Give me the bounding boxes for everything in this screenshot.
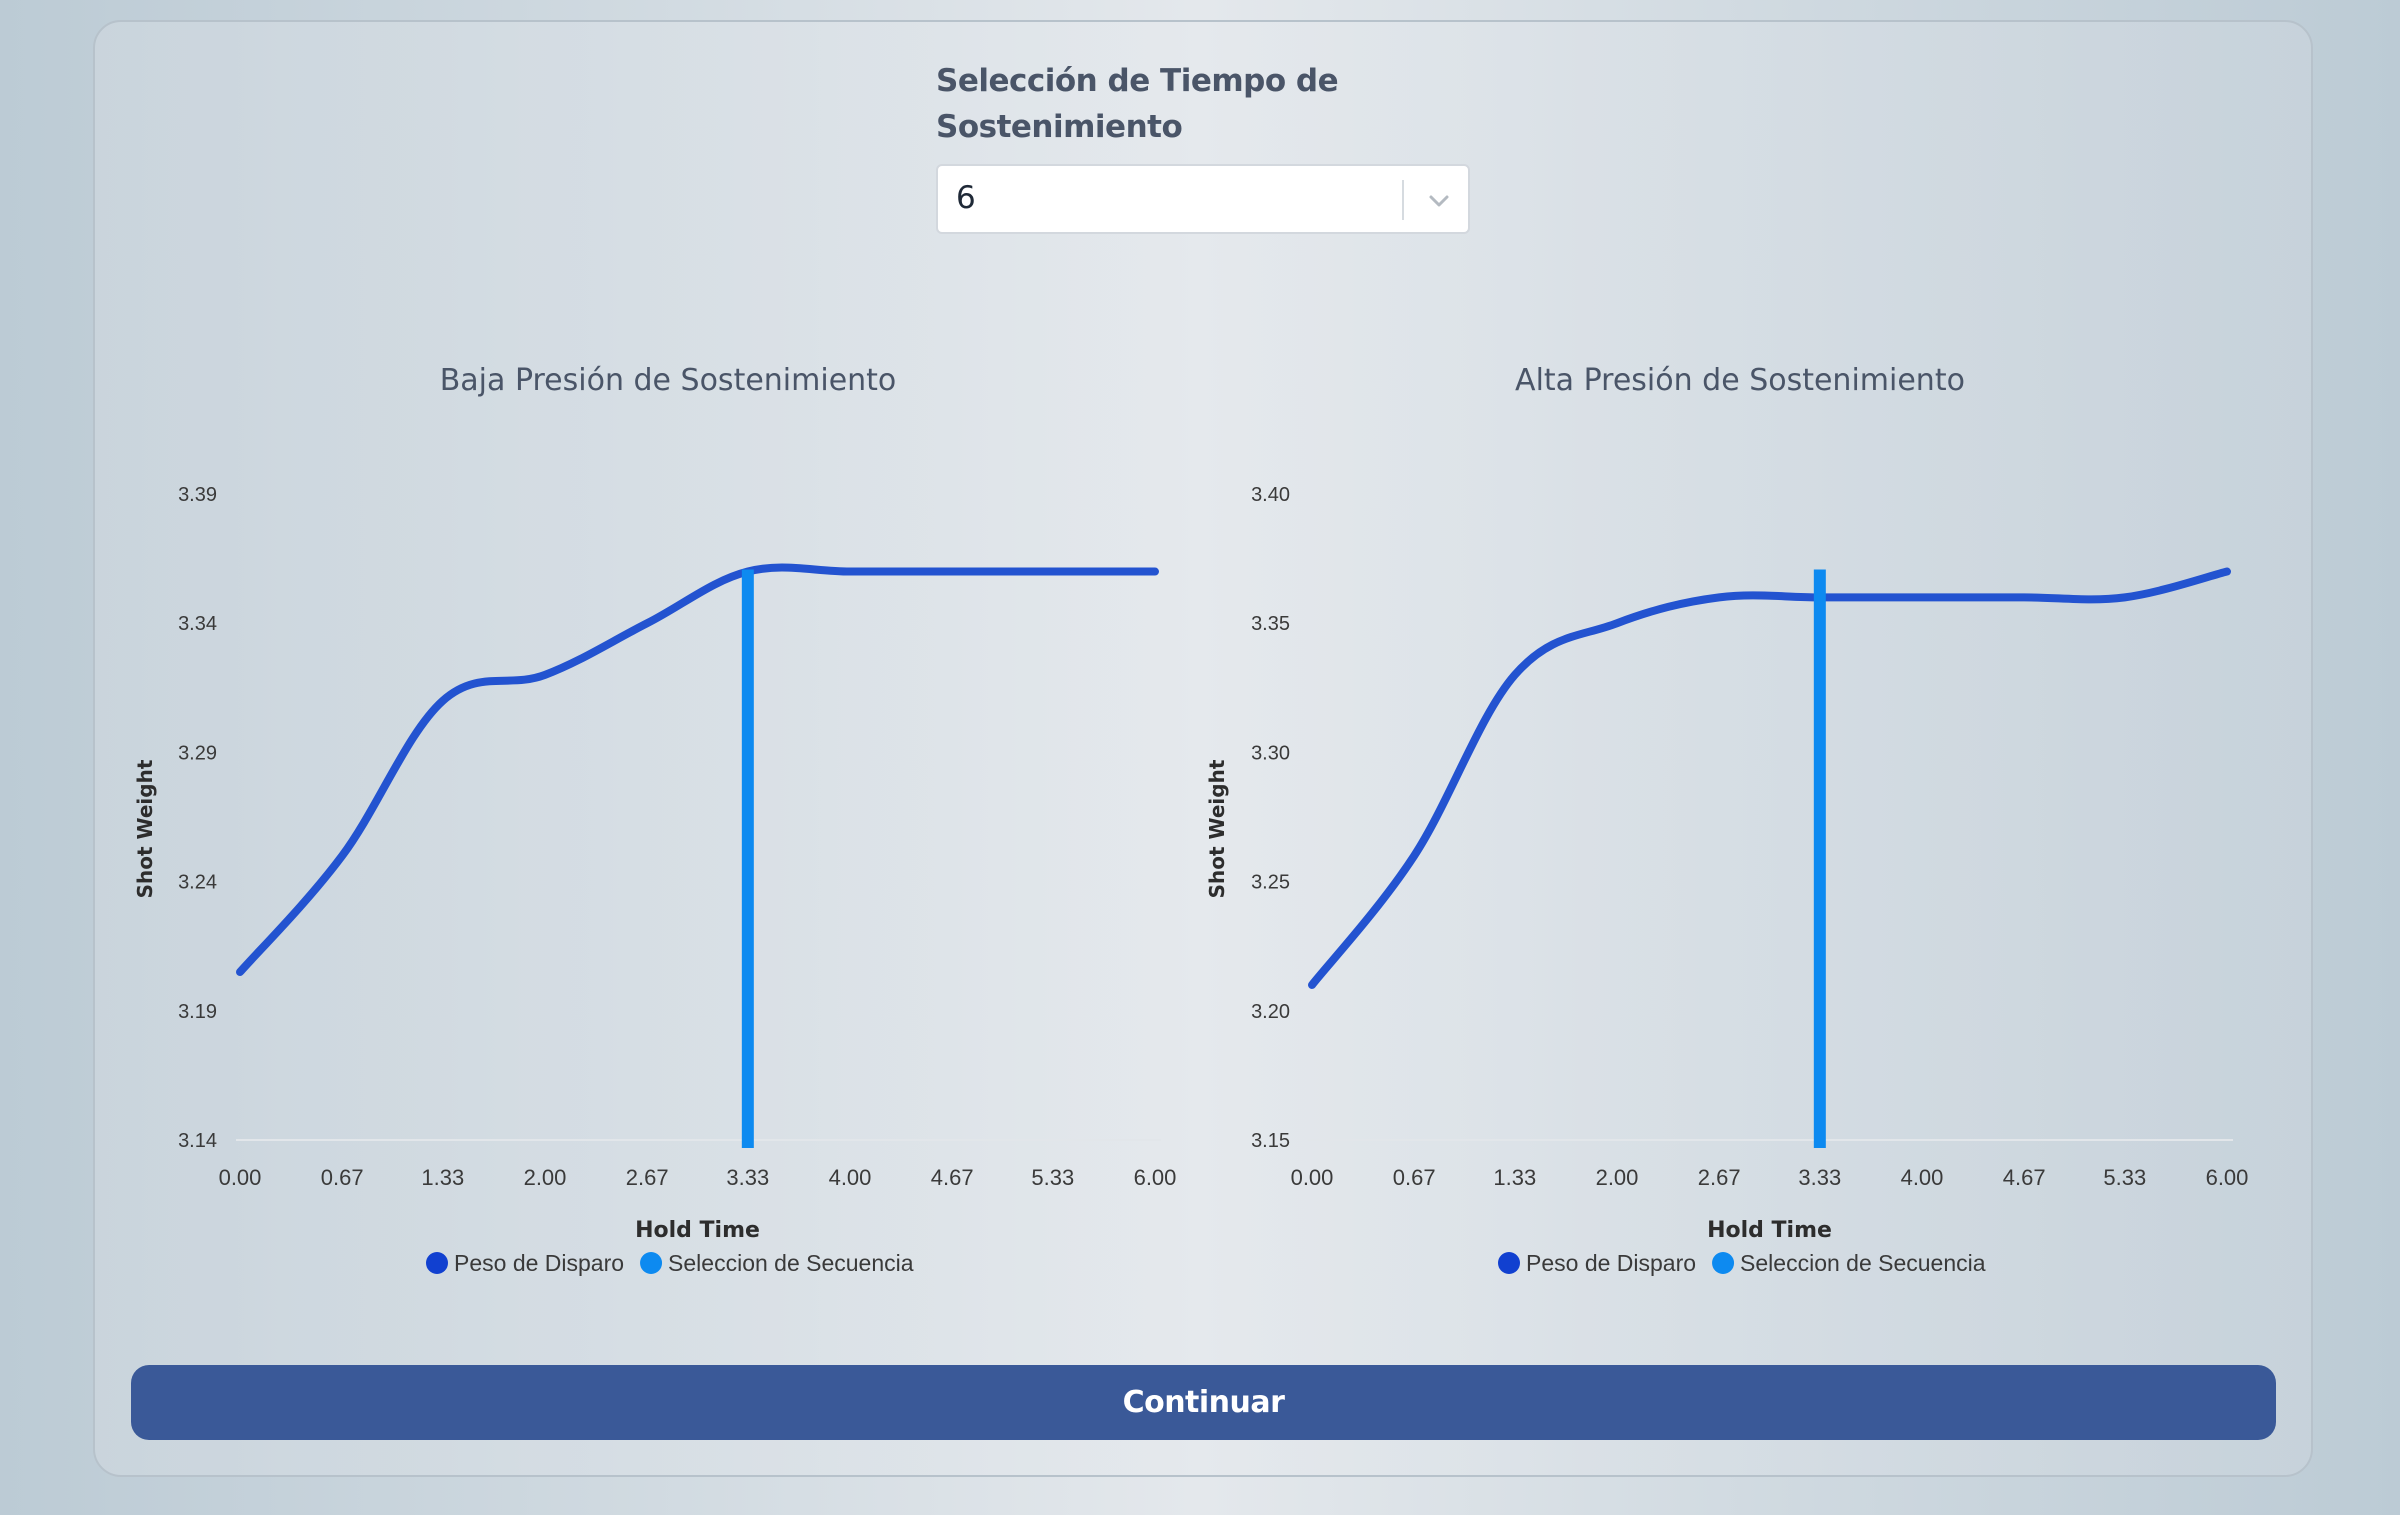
chevron-down-icon[interactable] (1422, 184, 1456, 218)
series-line-peso-de-disparo (236, 563, 1159, 977)
y-tick-label: 3.24 (178, 872, 217, 894)
y-tick-label: 3.29 (178, 742, 217, 764)
legend-item-label: Seleccion de Secuencia (668, 1250, 914, 1276)
x-axis-label: Hold Time (1707, 1218, 1832, 1243)
select-separator (1402, 180, 1404, 220)
y-tick-label: 3.35 (1251, 613, 1290, 635)
y-axis-label: Shot Weight (133, 759, 157, 898)
x-tick-label: 6.00 (2206, 1165, 2249, 1190)
charts-area: Baja Presión de Sostenimiento 3.39 3.34 3.2… (133, 363, 2249, 1276)
x-tick-label: 4.00 (1901, 1165, 1944, 1190)
x-axis-label: Hold Time (635, 1218, 760, 1243)
series-line-peso-de-disparo (1308, 567, 2231, 989)
x-tick-label: 0.67 (1393, 1165, 1436, 1190)
y-tick-label: 3.25 (1251, 872, 1290, 894)
x-tick-label: 3.33 (726, 1165, 769, 1190)
legend-marker (1498, 1252, 1520, 1274)
x-tick-label: 0.67 (321, 1165, 364, 1190)
x-tick-label: 4.00 (829, 1165, 872, 1190)
x-tick-label: 5.33 (1031, 1165, 1074, 1190)
x-tick-label: 4.67 (2003, 1165, 2046, 1190)
main-card (93, 20, 2313, 1477)
x-tick-label: 1.33 (1493, 1165, 1536, 1190)
chart-title: Alta Presión de Sostenimiento (1515, 363, 1965, 398)
continue-button[interactable]: Continuar (131, 1365, 2276, 1440)
chart-title: Baja Presión de Sostenimiento (440, 363, 897, 398)
legend-marker (1712, 1252, 1735, 1274)
hold-time-select-value: 6 (956, 180, 976, 216)
y-tick-label: 3.19 (178, 1001, 217, 1023)
y-tick-label: 3.30 (1251, 742, 1290, 764)
legend-item-label: Peso de Disparo (1526, 1250, 1696, 1276)
x-tick-label: 2.67 (626, 1165, 669, 1190)
x-tick-label: 4.67 (931, 1165, 974, 1190)
y-tick-label: 3.15 (1251, 1130, 1290, 1152)
x-tick-label: 0.00 (219, 1165, 262, 1190)
x-tick-label: 2.00 (524, 1165, 567, 1190)
x-tick-label: 3.33 (1798, 1165, 1841, 1190)
x-tick-label: 5.33 (2103, 1165, 2146, 1190)
legend-item-label: Peso de Disparo (454, 1250, 624, 1276)
y-axis-label: Shot Weight (1205, 759, 1229, 898)
legend-marker (426, 1252, 448, 1274)
y-tick-label: 3.14 (178, 1130, 217, 1152)
y-tick-label: 3.20 (1251, 1001, 1290, 1023)
x-tick-label: 2.00 (1596, 1165, 1639, 1190)
legend-marker (640, 1252, 663, 1274)
y-tick-label: 3.39 (178, 484, 217, 506)
x-tick-label: 6.00 (1134, 1165, 1177, 1190)
hold-time-select[interactable]: 6 (936, 164, 1470, 234)
x-tick-label: 0.00 (1291, 1165, 1334, 1190)
x-tick-label: 1.33 (421, 1165, 464, 1190)
y-tick-label: 3.34 (178, 613, 217, 635)
hold-time-select-label: Selección de Tiempo de Sostenimiento (936, 63, 1339, 145)
legend-item-label: Seleccion de Secuencia (1740, 1250, 1986, 1276)
y-tick-label: 3.40 (1251, 484, 1290, 506)
x-tick-label: 2.67 (1698, 1165, 1741, 1190)
